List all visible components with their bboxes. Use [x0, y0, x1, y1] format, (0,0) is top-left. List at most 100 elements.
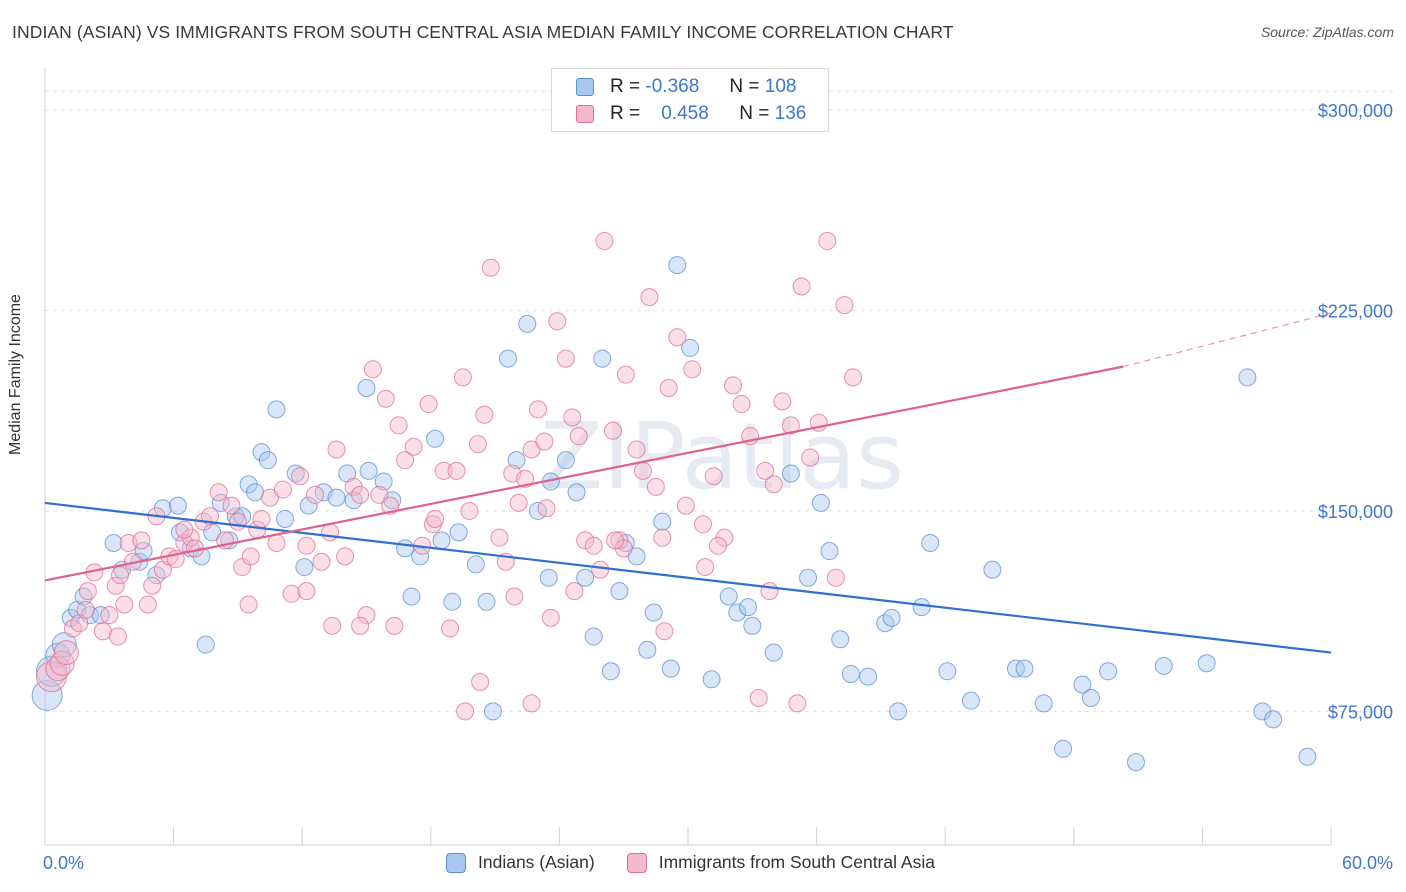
- point-immigrants: [273, 480, 292, 499]
- point-immigrants: [389, 416, 408, 435]
- point-immigrants: [563, 408, 582, 427]
- point-indians: [921, 534, 940, 553]
- point-indians: [811, 493, 830, 512]
- legend-row-immigrants: R = 0.458 N = 136: [576, 101, 806, 127]
- point-immigrants: [351, 616, 370, 635]
- point-immigrants: [447, 461, 466, 480]
- point-indians: [31, 679, 63, 711]
- point-immigrants: [312, 552, 331, 571]
- point-immigrants: [267, 534, 286, 553]
- point-immigrants: [584, 536, 603, 555]
- point-indians: [567, 483, 586, 502]
- legend-r-label: R =: [610, 103, 641, 124]
- point-immigrants: [282, 584, 301, 603]
- point-indians: [539, 568, 558, 587]
- point-immigrants: [45, 656, 71, 682]
- point-immigrants: [646, 477, 665, 496]
- legend-row-indians: R = -0.368 N = 108: [576, 74, 796, 100]
- y-tick-label: $150,000: [1318, 502, 1393, 522]
- point-indians: [1264, 710, 1283, 729]
- point-immigrants: [138, 595, 157, 614]
- point-immigrants: [749, 689, 768, 708]
- point-immigrants: [548, 312, 567, 331]
- point-indians: [134, 542, 153, 561]
- legend-swatch-pink: [576, 105, 594, 123]
- series-legend-immigrants: Immigrants from South Central Asia: [626, 852, 935, 873]
- point-indians: [466, 555, 485, 574]
- point-immigrants: [453, 368, 472, 387]
- point-immigrants: [537, 499, 556, 518]
- point-immigrants: [835, 296, 854, 315]
- point-indians: [799, 568, 818, 587]
- point-immigrants: [434, 461, 453, 480]
- point-indians: [638, 640, 657, 659]
- point-indians: [258, 451, 277, 470]
- point-indians: [357, 379, 376, 398]
- point-indians: [267, 400, 286, 419]
- point-indians: [882, 608, 901, 627]
- point-indians: [743, 616, 762, 635]
- point-immigrants: [291, 467, 310, 486]
- point-indians: [211, 493, 230, 512]
- point-immigrants: [576, 531, 595, 550]
- point-immigrants: [297, 536, 316, 555]
- point-immigrants: [363, 360, 382, 379]
- point-indians: [593, 349, 612, 368]
- point-indians: [1015, 659, 1034, 678]
- point-immigrants: [471, 672, 490, 691]
- point-immigrants: [694, 515, 713, 534]
- point-immigrants: [565, 582, 584, 601]
- series-legend: Indians (Asian) Immigrants from South Ce…: [446, 852, 967, 873]
- point-immigrants: [569, 427, 588, 446]
- legend-n-value: 136: [774, 103, 807, 124]
- point-immigrants: [556, 349, 575, 368]
- point-indians: [518, 314, 537, 333]
- point-indians: [498, 349, 517, 368]
- watermark: ZIPatlas: [540, 403, 904, 510]
- point-immigrants: [516, 469, 535, 488]
- y-axis-label: Median Family Income: [7, 294, 24, 455]
- point-indians: [556, 451, 575, 470]
- point-immigrants: [132, 531, 151, 550]
- point-indians: [477, 592, 496, 611]
- point-immigrants: [351, 485, 370, 504]
- point-immigrants: [468, 435, 487, 454]
- y-tick-label: $75,000: [1328, 702, 1393, 722]
- point-indians: [610, 582, 629, 601]
- point-immigrants: [381, 496, 400, 515]
- point-immigrants: [327, 440, 346, 459]
- y-tick-label: $225,000: [1318, 302, 1393, 322]
- point-immigrants: [252, 509, 271, 528]
- point-indians: [246, 483, 265, 502]
- point-immigrants: [732, 395, 751, 414]
- point-indians: [426, 429, 445, 448]
- point-immigrants: [108, 627, 127, 646]
- point-indians: [443, 592, 462, 611]
- point-indians: [983, 560, 1002, 579]
- point-indians: [1238, 368, 1257, 387]
- point-immigrants: [760, 582, 779, 601]
- point-immigrants: [186, 539, 205, 558]
- point-indians: [295, 558, 314, 577]
- y-tick-label: $300,000: [1318, 101, 1393, 121]
- source-label: Source: ZipAtlas.com: [1260, 24, 1394, 40]
- x-tick-label: 0.0%: [43, 853, 84, 873]
- point-indians: [396, 539, 415, 558]
- point-immigrants: [456, 702, 475, 721]
- point-immigrants: [53, 640, 79, 666]
- point-indians: [299, 496, 318, 515]
- series-swatch-blue: [446, 852, 466, 873]
- point-immigrants: [616, 365, 635, 384]
- point-indians: [1081, 689, 1100, 708]
- point-immigrants: [676, 496, 695, 515]
- point-indians: [728, 603, 747, 622]
- point-indians: [653, 512, 672, 531]
- point-immigrants: [441, 619, 460, 638]
- point-indians: [739, 598, 758, 617]
- point-immigrants: [781, 416, 800, 435]
- series-legend-indians: Indians (Asian): [446, 852, 595, 873]
- point-immigrants: [683, 360, 702, 379]
- point-immigrants: [306, 485, 325, 504]
- point-immigrants: [93, 622, 112, 641]
- point-immigrants: [370, 485, 389, 504]
